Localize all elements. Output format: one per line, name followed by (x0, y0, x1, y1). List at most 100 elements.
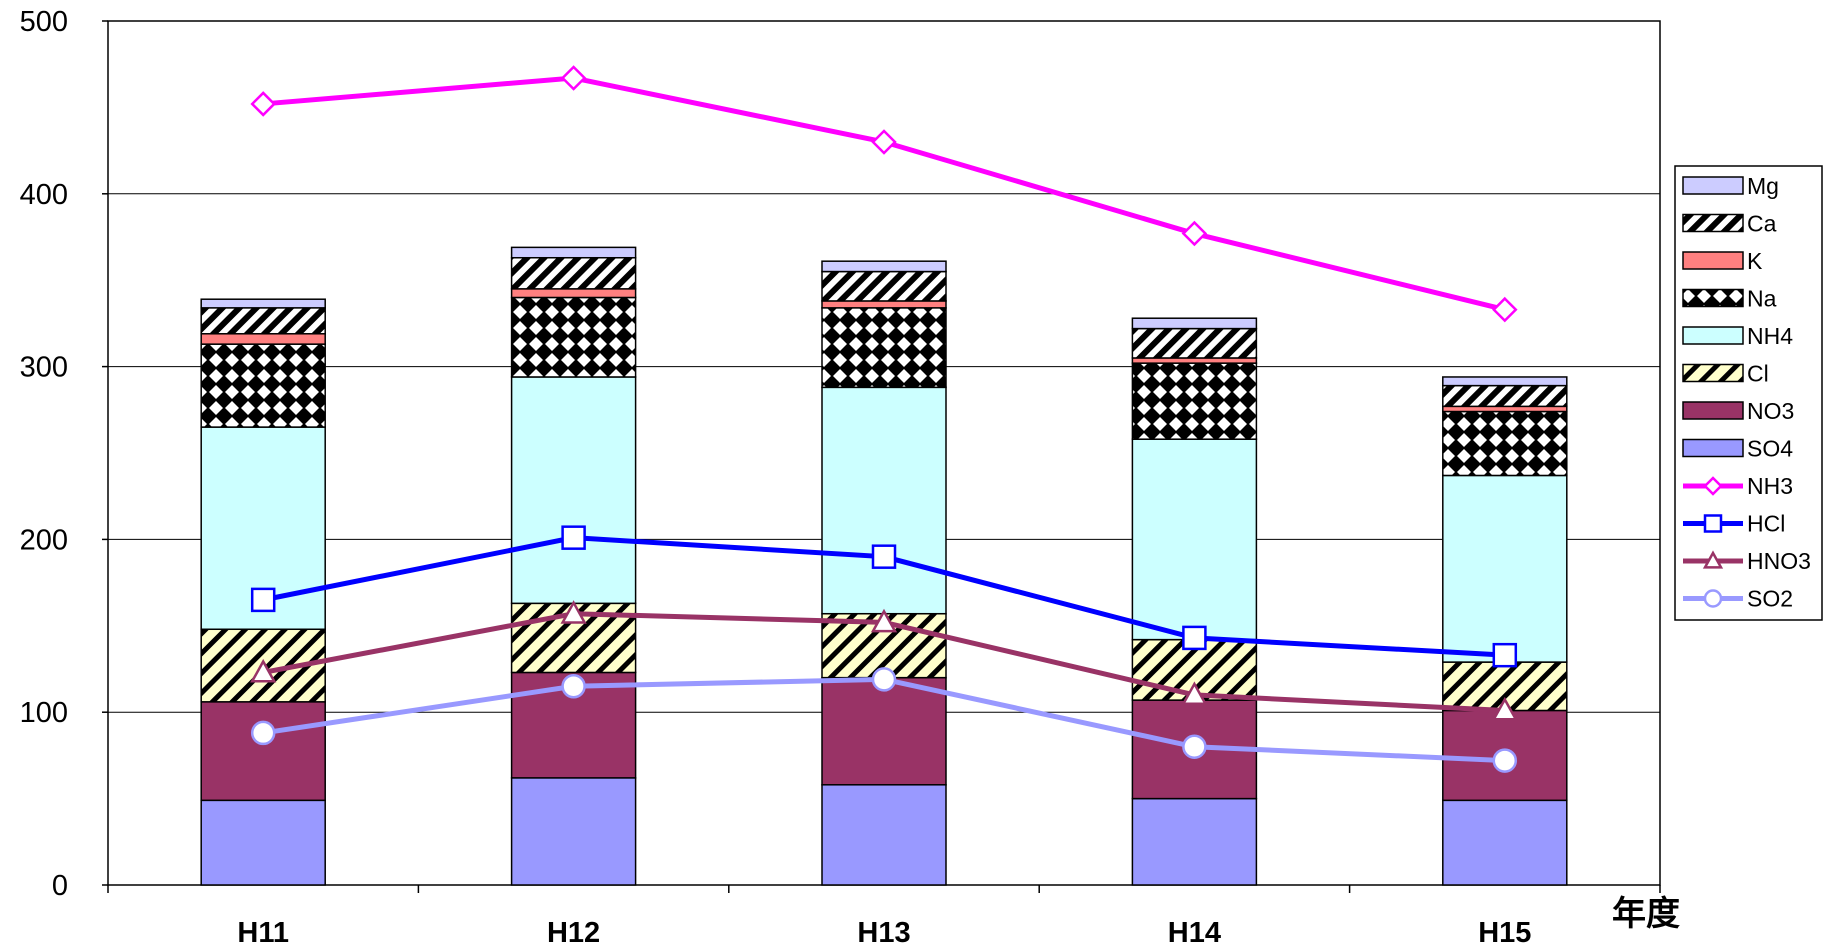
bar-segment-k (821, 300, 947, 309)
bar-segment-na (200, 343, 326, 428)
legend-swatch (1682, 438, 1744, 458)
legend-label: HCl (1747, 511, 1785, 537)
bar-segment-mg (821, 260, 947, 273)
bar-segment-so4 (821, 784, 947, 886)
legend-item-nh4: NH4 (1682, 323, 1793, 349)
point-hcl (561, 525, 586, 550)
bar-segment-k (1442, 405, 1568, 413)
y-tick-label: 300 (20, 352, 68, 384)
point-nh3 (250, 91, 276, 117)
bar-segment-k (510, 288, 637, 299)
point-hno3 (250, 658, 277, 683)
y-tick-label: 0 (52, 870, 68, 902)
bar-segment-so4 (200, 799, 326, 886)
legend-marker (1703, 589, 1723, 608)
point-hcl (1492, 642, 1518, 668)
legend-marker (1703, 514, 1723, 533)
legend-item-nh3: NH3 (1683, 473, 1793, 499)
legend-swatch (1682, 251, 1744, 270)
legend-label: NH3 (1747, 473, 1793, 499)
legend-item-so4: SO4 (1682, 436, 1793, 462)
legend-label: Ca (1747, 211, 1777, 237)
legend-marker (1703, 476, 1723, 496)
legend: Mg Ca K Na NH4 Cl NO3 SO4 NH3 HCl HNO3 SO2 (1674, 165, 1823, 621)
bar-segment-ca (510, 256, 637, 290)
bar-segment-no3 (821, 676, 947, 786)
bar-segment-na (510, 296, 637, 378)
bar-segment-nh4 (510, 376, 637, 605)
legend-swatch (1682, 288, 1744, 308)
legend-label: Cl (1747, 361, 1769, 387)
point-so2 (1182, 734, 1207, 760)
bar-segment-ca (1442, 384, 1568, 408)
point-hcl (871, 544, 897, 569)
legend-item-ca: Ca (1682, 211, 1777, 237)
bar-segment-ca (821, 270, 947, 302)
bar-segment-k (1131, 357, 1258, 364)
legend-marker (1702, 550, 1724, 569)
legend-label: Mg (1747, 173, 1779, 199)
bar-segment-na (821, 307, 947, 389)
legend-label: HNO3 (1747, 548, 1811, 574)
y-tick-label: 200 (20, 524, 68, 556)
x-tick-label: H11 (237, 917, 289, 948)
plot-area: 0 100 200 300 400 500 H11 H12 H13 H14 H15 (20, 6, 1661, 948)
legend-item-cl: Cl (1682, 361, 1769, 387)
bar-segment-na (1442, 410, 1568, 477)
bar-segment-ca (200, 307, 326, 335)
legend-item-so2: SO2 (1683, 586, 1793, 612)
legend-label: K (1747, 248, 1763, 274)
bar-segment-mg (1442, 376, 1568, 387)
legend-item-hno3: HNO3 (1683, 548, 1811, 574)
point-so2 (1492, 748, 1518, 773)
bar-segment-na (1131, 362, 1258, 440)
legend-label: Na (1747, 286, 1777, 312)
legend-label: SO4 (1747, 436, 1793, 462)
bar-segment-mg (510, 246, 637, 259)
y-tick-label: 100 (20, 697, 68, 729)
x-tick-label: H12 (547, 917, 600, 948)
axes: 0 100 200 300 400 500 H11 H12 H13 H14 H15 (20, 6, 1661, 948)
bar-segment-nh4 (1442, 474, 1568, 663)
line-series (250, 65, 1518, 773)
point-hno3 (870, 608, 898, 633)
bar-segment-mg (200, 298, 326, 309)
bar-segment-mg (1131, 317, 1258, 330)
legend-label: SO2 (1747, 586, 1793, 612)
point-hcl (1182, 625, 1207, 651)
x-tick-label: H13 (857, 917, 910, 948)
point-hcl (250, 587, 276, 613)
legend-item-na: Na (1682, 286, 1777, 312)
legend-label: NO3 (1747, 398, 1794, 424)
point-nh3 (871, 129, 897, 155)
y-tick-label: 400 (20, 179, 68, 211)
point-hno3 (1181, 681, 1208, 705)
point-nh3 (560, 65, 587, 91)
legend-label: NH4 (1747, 323, 1793, 349)
bar-segment-so4 (1442, 799, 1568, 886)
legend-swatch (1682, 363, 1744, 383)
bar-segment-nh4 (821, 386, 947, 615)
point-nh3 (1492, 296, 1518, 323)
legend-item-hcl: HCl (1683, 511, 1785, 537)
point-so2 (250, 720, 276, 746)
bar-segment-no3 (200, 701, 326, 802)
x-axis-label: 年度 (1612, 894, 1680, 934)
legend-box (1674, 165, 1823, 621)
y-tick-label: 500 (20, 6, 68, 38)
point-so2 (871, 667, 897, 692)
legend-item-no3: NO3 (1682, 398, 1794, 424)
bar-segment-k (200, 333, 326, 345)
point-nh3 (1181, 220, 1208, 247)
legend-item-mg: Mg (1682, 173, 1779, 199)
bar-segment-nh4 (1131, 438, 1258, 641)
bar-segment-so4 (510, 777, 637, 886)
legend-swatch (1682, 213, 1744, 233)
bar-segment-ca (1131, 327, 1258, 359)
point-so2 (561, 674, 586, 699)
point-hno3 (1491, 696, 1518, 721)
legend-swatch (1682, 176, 1744, 195)
x-tick-label: H15 (1478, 917, 1531, 948)
legend-item-k: K (1682, 248, 1763, 274)
